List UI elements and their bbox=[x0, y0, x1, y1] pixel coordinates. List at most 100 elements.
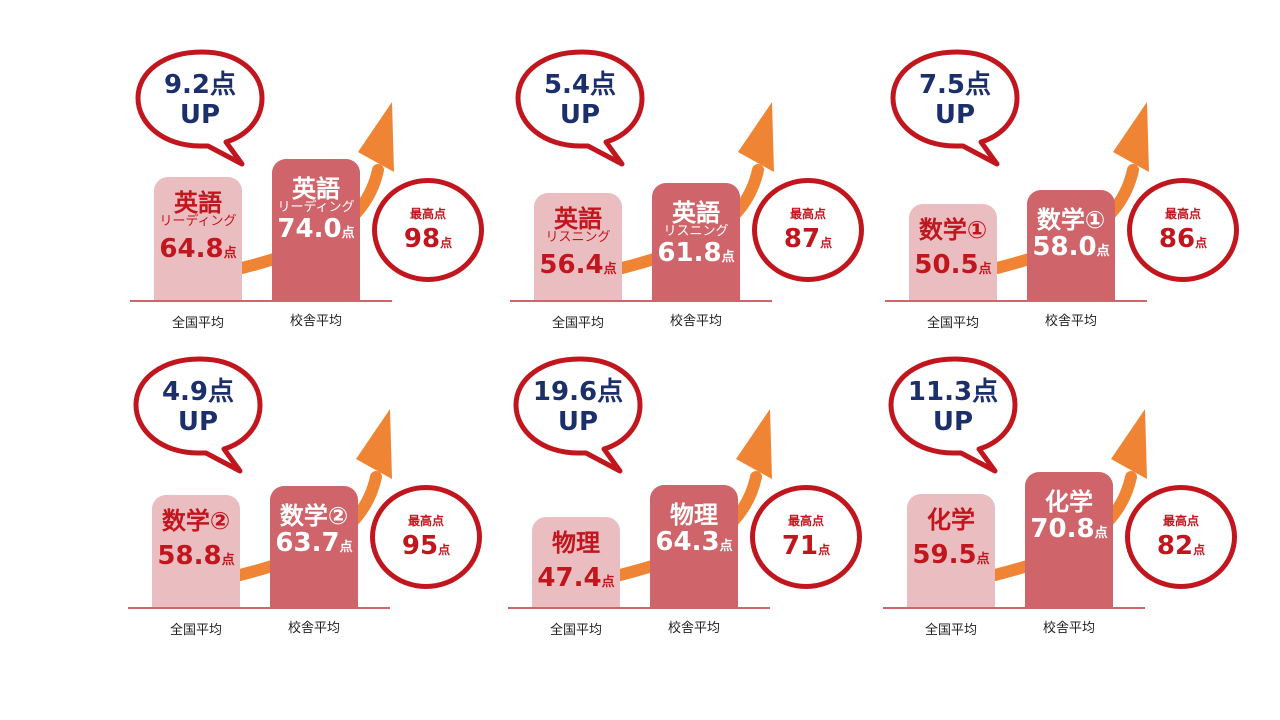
max-score-number: 87 bbox=[783, 224, 821, 254]
value-number: 56.4 bbox=[539, 249, 604, 280]
up-difference-text: 11.3点 UP bbox=[893, 377, 1013, 437]
bar-school-subject: 数学① bbox=[1036, 205, 1106, 234]
bar-school-sublabel: リーディング bbox=[277, 200, 355, 216]
value-number: 61.8 bbox=[657, 237, 722, 268]
bar-national-subject: 物理 bbox=[552, 528, 600, 557]
value-number: 59.5 bbox=[912, 539, 977, 570]
bar-national-subject: 化学 bbox=[927, 505, 975, 534]
unit-label: 点 bbox=[438, 543, 451, 557]
chart-baseline bbox=[883, 607, 1145, 609]
unit-label: 点 bbox=[1096, 243, 1110, 259]
bar-national-value: 50.5点 bbox=[909, 252, 997, 278]
bar-school-text: 数学② 63.7点 bbox=[270, 504, 358, 556]
max-score-circle: 最高点 71点 bbox=[750, 485, 862, 589]
unit-label: 点 bbox=[721, 249, 735, 265]
bar-national-text: 英語 リーディング 64.8点 bbox=[154, 191, 242, 262]
bar-school-value: 63.7点 bbox=[270, 530, 358, 556]
bar-school: 英語 リスニング 61.8点 bbox=[652, 182, 740, 300]
value-number: 64.3 bbox=[655, 526, 720, 557]
growth-arrow-head-icon bbox=[356, 409, 392, 479]
unit-label: 点 bbox=[341, 226, 355, 242]
max-score-label: 最高点 bbox=[407, 514, 444, 528]
speech-bubble-icon bbox=[135, 49, 265, 167]
bar-national-value: 64.8点 bbox=[154, 236, 242, 262]
max-score-label: 最高点 bbox=[787, 514, 824, 528]
subject-panel: 物理 47.4点 物理 64.3点 全国平均 校舎平均 19.6点 UP 最高点 71点 bbox=[508, 347, 888, 647]
up-difference-text: 7.5点 UP bbox=[895, 70, 1015, 130]
bar-school: 数学① 58.0点 bbox=[1027, 189, 1115, 300]
value-number: 50.5 bbox=[914, 250, 979, 281]
chart-baseline bbox=[128, 607, 390, 609]
axis-label-school: 校舎平均 bbox=[667, 621, 720, 636]
value-number: 64.8 bbox=[159, 233, 224, 264]
speech-bubble-icon bbox=[515, 49, 645, 167]
max-score-circle: 最高点 95点 bbox=[370, 485, 482, 589]
subject-panel: 数学① 50.5点 数学① 58.0点 全国平均 校舎平均 7.5点 UP 最高点 86点 bbox=[885, 40, 1265, 340]
speech-bubble-icon bbox=[888, 356, 1018, 474]
axis-label-school: 校舎平均 bbox=[1042, 621, 1095, 636]
up-difference-value: 11.3点 bbox=[907, 377, 999, 407]
bar-national-value: 56.4点 bbox=[534, 252, 622, 278]
value-number: 70.8 bbox=[1030, 514, 1095, 545]
speech-bubble-icon bbox=[890, 49, 1020, 167]
unit-label: 点 bbox=[221, 553, 235, 569]
unit-label: 点 bbox=[601, 574, 615, 590]
bar-national-value: 59.5点 bbox=[907, 542, 995, 568]
axis-label-national: 全国平均 bbox=[549, 623, 602, 638]
up-label: UP bbox=[177, 407, 219, 437]
bar-national-subject: 英語 bbox=[174, 188, 222, 217]
max-score-number: 71 bbox=[781, 531, 819, 561]
max-score-value: 98点 bbox=[377, 224, 479, 254]
max-score-value: 87点 bbox=[757, 224, 859, 254]
axis-label-national: 全国平均 bbox=[551, 316, 604, 331]
subject-panel: 化学 59.5点 化学 70.8点 全国平均 校舎平均 11.3点 UP 最高点 82点 bbox=[883, 347, 1263, 647]
unit-label: 点 bbox=[1195, 236, 1208, 250]
bar-national-subject: 数学② bbox=[161, 507, 231, 536]
unit-label: 点 bbox=[440, 236, 453, 250]
unit-label: 点 bbox=[339, 539, 353, 555]
unit-label: 点 bbox=[719, 538, 733, 554]
bar-national-sublabel: リーディング bbox=[159, 213, 237, 229]
bar-school-value: 58.0点 bbox=[1027, 234, 1115, 260]
max-score-label: 最高点 bbox=[1162, 514, 1199, 528]
bar-national: 数学① 50.5点 bbox=[909, 204, 997, 300]
growth-arrow-head-icon bbox=[1113, 102, 1149, 172]
bar-national-sublabel: リスニング bbox=[545, 229, 611, 245]
up-label: UP bbox=[934, 100, 976, 130]
bar-school: 物理 64.3点 bbox=[650, 484, 738, 607]
chart-baseline bbox=[510, 300, 772, 302]
chart-baseline bbox=[130, 300, 392, 302]
max-score-label: 最高点 bbox=[1164, 207, 1201, 221]
max-score-label: 最高点 bbox=[789, 207, 826, 221]
bar-national-subject: 英語 bbox=[554, 204, 602, 233]
bar-national-text: 数学② 58.8点 bbox=[152, 509, 240, 569]
axis-label-national: 全国平均 bbox=[924, 623, 977, 638]
growth-arrow-head-icon bbox=[736, 409, 772, 479]
bar-national-text: 英語 リスニング 56.4点 bbox=[534, 207, 622, 278]
max-score-value: 71点 bbox=[755, 531, 857, 561]
up-difference-text: 4.9点 UP bbox=[138, 377, 258, 437]
unit-label: 点 bbox=[1094, 526, 1108, 542]
value-number: 58.8 bbox=[157, 541, 222, 572]
unit-label: 点 bbox=[1193, 543, 1206, 557]
bar-school-text: 英語 リーディング 74.0点 bbox=[272, 177, 360, 242]
unit-label: 点 bbox=[820, 236, 833, 250]
up-difference-value: 19.6点 bbox=[532, 377, 624, 407]
up-difference-text: 5.4点 UP bbox=[520, 70, 640, 130]
unit-label: 点 bbox=[976, 551, 990, 567]
bar-school-subject: 化学 bbox=[1045, 488, 1093, 517]
unit-label: 点 bbox=[818, 543, 831, 557]
value-number: 58.0 bbox=[1032, 231, 1097, 262]
max-score-number: 86 bbox=[1158, 224, 1196, 254]
up-difference-value: 4.9点 bbox=[161, 377, 235, 407]
bar-national: 物理 47.4点 bbox=[532, 516, 620, 607]
panel-decoration bbox=[513, 356, 772, 581]
chart-baseline bbox=[508, 607, 770, 609]
value-number: 74.0 bbox=[277, 214, 342, 245]
bar-national: 英語 リーディング 64.8点 bbox=[154, 176, 242, 300]
unit-label: 点 bbox=[223, 245, 237, 261]
up-difference-text: 9.2点 UP bbox=[140, 70, 260, 130]
max-score-circle: 最高点 82点 bbox=[1125, 485, 1237, 589]
max-score-label: 最高点 bbox=[409, 207, 446, 221]
bar-school-value: 70.8点 bbox=[1025, 516, 1113, 542]
